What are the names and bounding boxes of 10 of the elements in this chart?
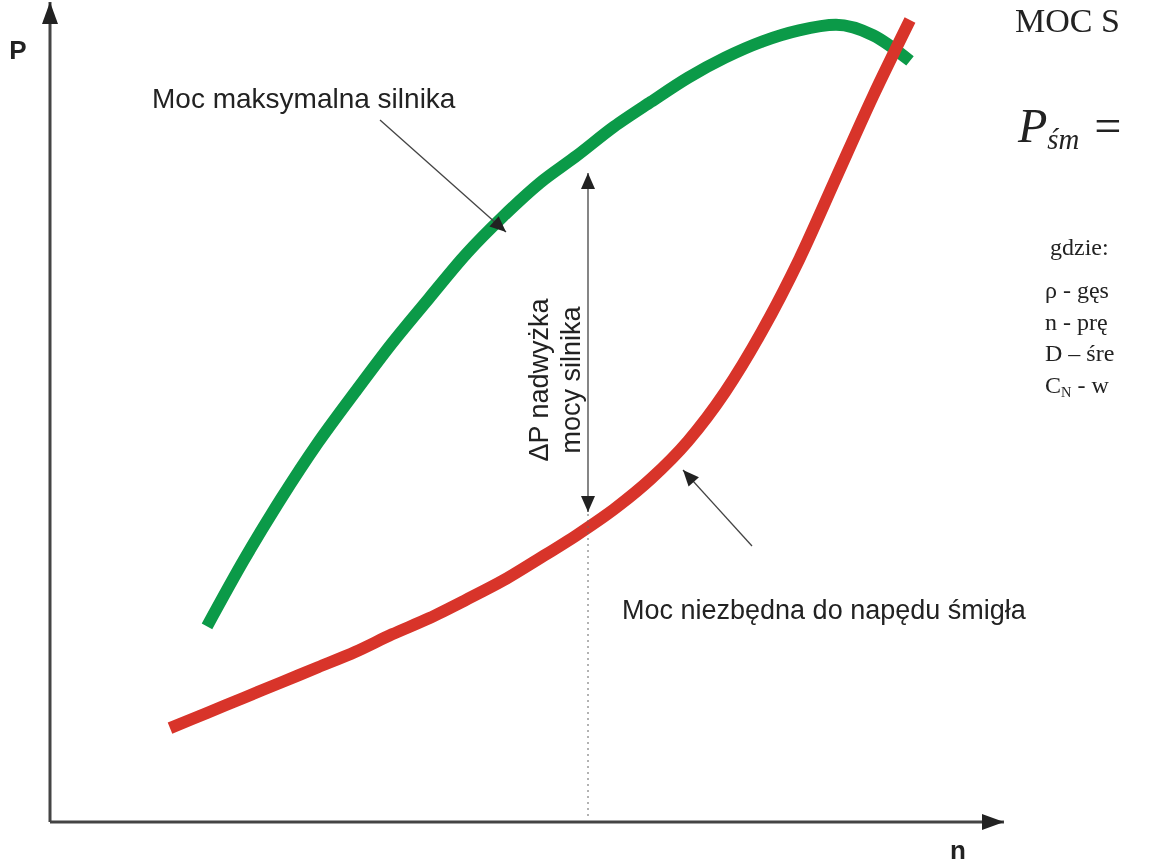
text: n - prę: [1045, 309, 1108, 335]
text: MOC S: [1015, 1, 1120, 39]
x-axis-title: n: [950, 835, 966, 865]
annotation: Moc niezbędna do napędu śmigła: [622, 595, 1027, 625]
y-axis-title: P: [9, 35, 27, 65]
annotation: ΔP nadwyżka mocy silnika: [523, 297, 587, 462]
annotation: Moc maksymalna silnika: [152, 82, 456, 114]
text: D – śre: [1045, 340, 1115, 366]
text: ρ - gęs: [1045, 277, 1109, 303]
text: gdzie:: [1050, 234, 1109, 260]
